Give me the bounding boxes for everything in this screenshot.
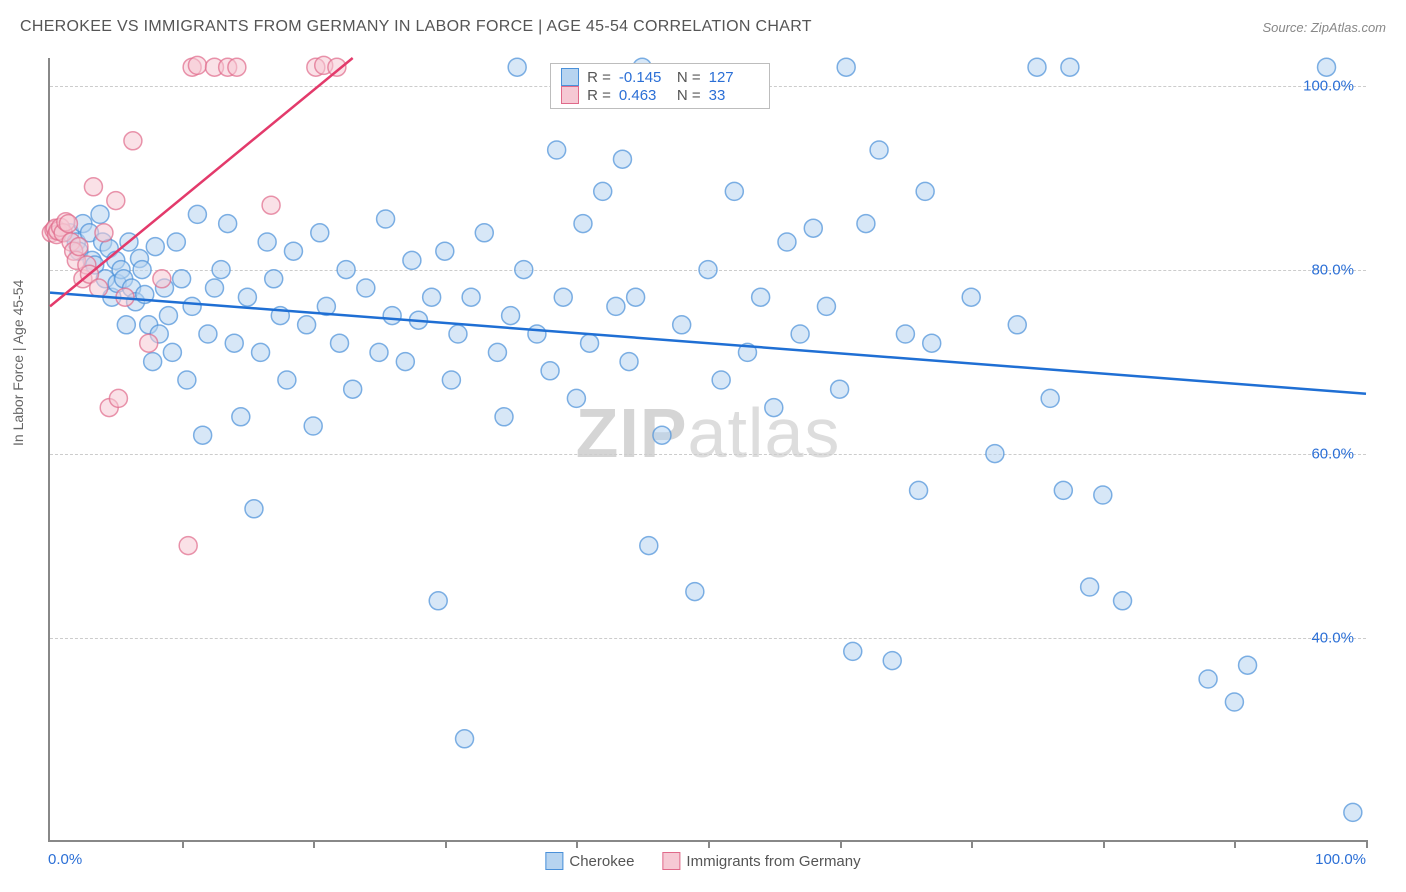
n-label: N = [677, 69, 701, 86]
series1-trendline [50, 293, 1366, 394]
series2-swatch [662, 852, 680, 870]
correlation-row-1: R = -0.145 N = 127 [561, 68, 759, 86]
x-axis-max-label: 100.0% [1315, 851, 1366, 868]
r-label: R = [587, 87, 611, 104]
correlation-row-2: R = 0.463 N = 33 [561, 86, 759, 104]
n-value: 33 [709, 87, 759, 104]
legend-label: Immigrants from Germany [686, 853, 860, 870]
x-axis-min-label: 0.0% [48, 851, 82, 868]
r-value: 0.463 [619, 87, 669, 104]
plot-area: ZIPatlas 40.0%60.0%80.0%100.0% R = -0.14… [48, 58, 1366, 842]
n-label: N = [677, 87, 701, 104]
chart-title: CHEROKEE VS IMMIGRANTS FROM GERMANY IN L… [20, 18, 812, 36]
series1-swatch [545, 852, 563, 870]
correlation-legend: R = -0.145 N = 127 R = 0.463 N = 33 [550, 63, 770, 109]
series1-points [61, 58, 1362, 821]
n-value: 127 [709, 69, 759, 86]
plot-svg [50, 58, 1366, 840]
series2-swatch [561, 86, 579, 104]
r-value: -0.145 [619, 69, 669, 86]
legend-item-cherokee: Cherokee [545, 852, 634, 870]
legend-item-germany: Immigrants from Germany [662, 852, 860, 870]
source-attribution: Source: ZipAtlas.com [1262, 20, 1386, 35]
chart-container: CHEROKEE VS IMMIGRANTS FROM GERMANY IN L… [0, 0, 1406, 892]
series-legend: Cherokee Immigrants from Germany [545, 852, 860, 870]
legend-label: Cherokee [569, 853, 634, 870]
series1-swatch [561, 68, 579, 86]
y-axis-title: In Labor Force | Age 45-54 [10, 280, 26, 446]
r-label: R = [587, 69, 611, 86]
